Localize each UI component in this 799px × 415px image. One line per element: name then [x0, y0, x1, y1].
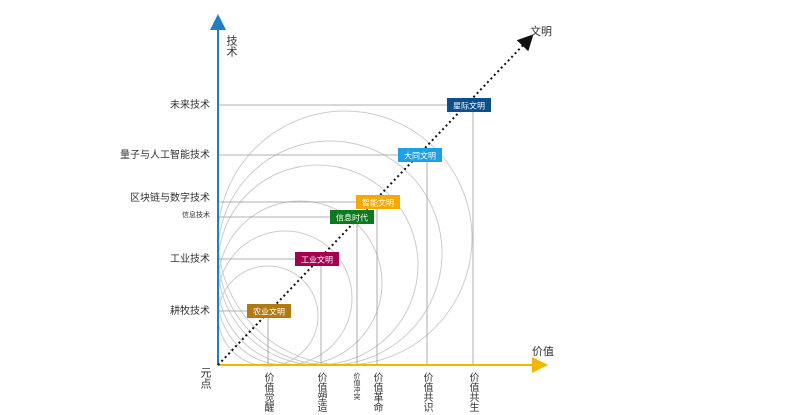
civilization-box [447, 98, 491, 112]
value-stage: 价值塑造 [315, 372, 327, 412]
tech-level: 未来技术 [170, 98, 210, 111]
value-stage: 价值共生 [467, 372, 479, 412]
circle [217, 230, 353, 366]
tech-level: 耕牧技术 [170, 304, 210, 317]
value-stage: 价值觉醒 [262, 372, 274, 412]
tech-level: 量子与人工智能技术 [120, 148, 210, 161]
civilization-label: 信息时代 [336, 213, 368, 223]
civilization-label: 智能文明 [362, 198, 394, 208]
civilization-label: 星际文明 [453, 101, 485, 111]
civilization-label: 农业文明 [253, 307, 285, 317]
x-axis-label: 价值 [532, 345, 554, 358]
civilization-label: 工业文明 [301, 255, 333, 265]
civilization-box [295, 252, 339, 266]
civilization-box [330, 210, 374, 224]
y-axis-label: 技术 [225, 35, 238, 58]
guides [218, 104, 474, 365]
tech-level: 工业技术 [170, 252, 210, 265]
value-stage: 价值革命 [371, 372, 383, 413]
civilization-label: 大同文明 [404, 151, 436, 161]
value-stage: 价值共识 [421, 372, 433, 413]
civilization-box [356, 195, 400, 209]
tech-level: 区块链与数字技术 [130, 191, 210, 204]
civilization-box [398, 148, 442, 162]
tech-level: 信息技术 [182, 210, 210, 219]
diagonal-label: 文明 [530, 24, 552, 38]
value-stage: 价值冲突 [353, 372, 361, 401]
civilization-box [247, 304, 291, 318]
origin-label: 元点 [199, 367, 212, 390]
